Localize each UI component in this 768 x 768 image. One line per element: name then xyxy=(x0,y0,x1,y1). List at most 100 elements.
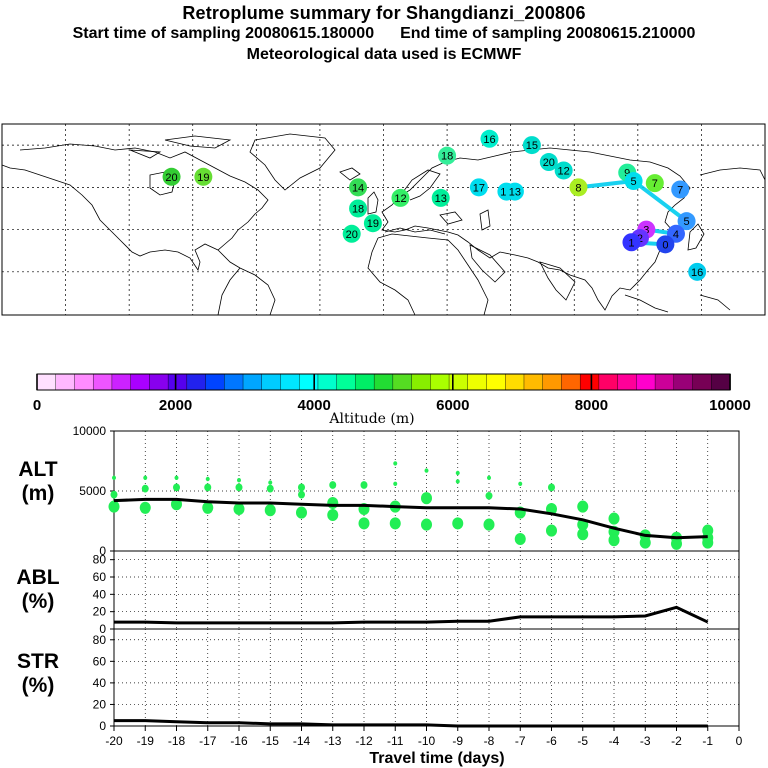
plume-marker-label: 7 xyxy=(652,178,658,190)
colorbar-cell xyxy=(92,373,113,391)
plume-marker-label: 14 xyxy=(352,182,364,194)
x-tick-label: -19 xyxy=(137,734,155,748)
plume-marker xyxy=(431,188,450,207)
plume-marker xyxy=(624,172,643,191)
abl-ytick-label: 20 xyxy=(93,605,107,619)
plume-marker xyxy=(539,153,558,172)
colorbar-cell xyxy=(505,373,525,391)
colorbar-cell xyxy=(561,373,581,391)
alt-scatter-point xyxy=(485,491,493,500)
colorbar-cell xyxy=(430,373,450,391)
str-ytick-label: 60 xyxy=(93,654,107,668)
x-tick-label: -5 xyxy=(577,734,588,748)
alt-ylabel-line2: (m) xyxy=(22,482,55,505)
alt-scatter-point xyxy=(171,498,182,511)
colorbar-cell xyxy=(111,373,132,391)
alt-scatter-point xyxy=(608,512,620,525)
alt-scatter-point xyxy=(173,483,180,492)
abl-ylabel-line2: (%) xyxy=(22,590,55,613)
alt-scatter-point xyxy=(329,481,337,489)
plume-marker xyxy=(349,178,368,197)
colorbar-cell xyxy=(598,373,619,391)
x-axis-label: Travel time (days) xyxy=(369,750,504,767)
colorbar-cell xyxy=(242,373,263,391)
alt-scatter-point xyxy=(139,501,151,514)
alt-scatter-point xyxy=(639,536,651,549)
plume-markers: 2019181615201217161313121418192089757543… xyxy=(162,129,707,281)
coastline-se-asia xyxy=(624,294,731,313)
x-tick-label: -3 xyxy=(640,734,651,748)
x-tick-label: -6 xyxy=(546,734,557,748)
x-tick-label: -8 xyxy=(484,734,495,748)
start-time-label: Start time of sampling 20080615.180000 xyxy=(72,25,375,42)
colorbar-cell xyxy=(542,373,563,391)
alt-scatter-point xyxy=(112,475,116,480)
x-tick-label: -2 xyxy=(671,734,682,748)
colorbar-cell xyxy=(167,373,188,391)
coastline-iceland xyxy=(339,167,361,181)
plume-marker xyxy=(554,161,573,180)
plume-marker xyxy=(194,167,213,186)
plume-marker-label: 16 xyxy=(691,267,703,279)
plume-marker xyxy=(656,235,675,254)
plume-marker xyxy=(391,188,410,207)
alt-scatter-point xyxy=(608,534,620,547)
coastline-scandinavia xyxy=(399,169,441,201)
str-ylabel-line1: STR xyxy=(17,650,59,673)
str-ytick-label: 0 xyxy=(99,719,106,733)
plume-marker-label: 18 xyxy=(352,203,364,215)
x-tick-label: -13 xyxy=(324,734,342,748)
abl-y-ticks: 0 20 40 60 80 xyxy=(93,553,114,636)
plume-marker-label: 0 xyxy=(662,239,668,251)
plume-marker-label: 13 xyxy=(509,187,521,199)
str-ytick-label: 40 xyxy=(93,676,107,690)
colorbar-cell xyxy=(355,373,375,391)
alt-scatter-point xyxy=(487,475,491,480)
plume-marker-label: 17 xyxy=(473,182,485,194)
colorbar-cell xyxy=(617,373,638,391)
plume-marker xyxy=(363,214,382,233)
x-tick-label: -7 xyxy=(515,734,526,748)
colorbar-cell xyxy=(55,373,76,391)
colorbar-tick-labels: 0 2000 4000 6000 8000 10000 xyxy=(33,397,751,414)
alt-scatter-point xyxy=(237,478,241,483)
met-data-label: Meteorological data used is ECMWF xyxy=(246,46,522,63)
plume-marker xyxy=(505,182,524,201)
plume-marker-label: 20 xyxy=(346,229,358,241)
alt-scatter-point xyxy=(577,528,589,541)
plume-marker-label: 4 xyxy=(673,229,679,241)
x-tick-label: -4 xyxy=(609,734,620,748)
colorbar-tick-label: 2000 xyxy=(159,397,192,414)
coastline-africa xyxy=(367,233,489,316)
str-y-ticks: 0 20 40 60 80 xyxy=(93,633,114,733)
plume-marker-label: 20 xyxy=(543,157,555,169)
alt-y-ticks: 0 5000 10000 xyxy=(73,424,114,558)
alt-scatter-point xyxy=(518,481,523,486)
alt-scatter-point xyxy=(110,490,118,499)
colorbar-cell xyxy=(654,373,675,391)
str-ylabel-line2: (%) xyxy=(22,674,55,697)
plume-marker-label: 7 xyxy=(677,184,683,196)
plume-marker-label: 5 xyxy=(631,176,637,188)
colorbar-tick-label: 8000 xyxy=(575,397,608,414)
plume-marker xyxy=(677,212,696,231)
time-series-panels: 0 5000 10000 ALT (m) 0 20 40 60 80 ABL (%) 0 20… xyxy=(16,424,742,767)
coastline-black-sea xyxy=(439,211,463,225)
plume-marker xyxy=(349,199,368,218)
altitude-colorbar: 0 2000 4000 6000 8000 10000 Altitude (m) xyxy=(33,373,751,427)
colorbar-cell xyxy=(692,373,712,391)
coastline-arabia xyxy=(469,244,506,283)
colorbar-cell xyxy=(486,373,506,391)
x-tick-label: -20 xyxy=(105,734,123,748)
alt-scatter-point xyxy=(421,492,432,505)
coastline-britain xyxy=(367,191,379,215)
alt-scatter-point xyxy=(671,537,682,550)
x-tick-label: -14 xyxy=(293,734,311,748)
plume-marker xyxy=(469,178,488,197)
alt-scatter-point xyxy=(424,468,429,473)
plume-marker-label: 12 xyxy=(394,193,406,205)
plume-marker-label: 16 xyxy=(483,134,495,146)
alt-scatter-point xyxy=(548,483,555,492)
plume-marker-label: 19 xyxy=(367,218,379,230)
colorbar-tick-label: 10000 xyxy=(709,397,751,414)
